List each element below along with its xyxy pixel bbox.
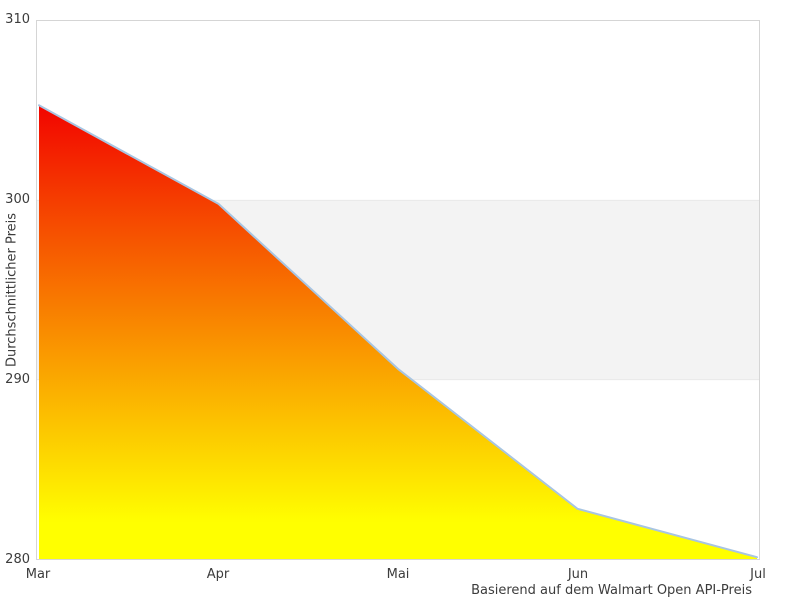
x-tick-label-jul: Jul (750, 567, 766, 582)
area-chart-svg (37, 104, 759, 559)
price-area-fill (38, 105, 758, 559)
y-axis-title: Durchschnittlicher Preis (4, 212, 20, 368)
price-line (37, 104, 759, 559)
y-tick-label-280: 280 (5, 552, 30, 567)
x-tick-label-jun: Jun (567, 567, 589, 582)
x-tick-label-apr: Apr (206, 567, 230, 582)
x-tick-label-mai: Mai (386, 567, 410, 582)
x-tick-label-mar: Mar (25, 567, 51, 582)
y-tick-label-310: 310 (5, 12, 30, 27)
chart-caption: Basierend auf dem Walmart Open API-Preis (471, 583, 752, 598)
y-tick-label-300: 300 (5, 192, 30, 207)
plot-area (36, 20, 760, 560)
y-tick-label-290: 290 (5, 372, 30, 387)
